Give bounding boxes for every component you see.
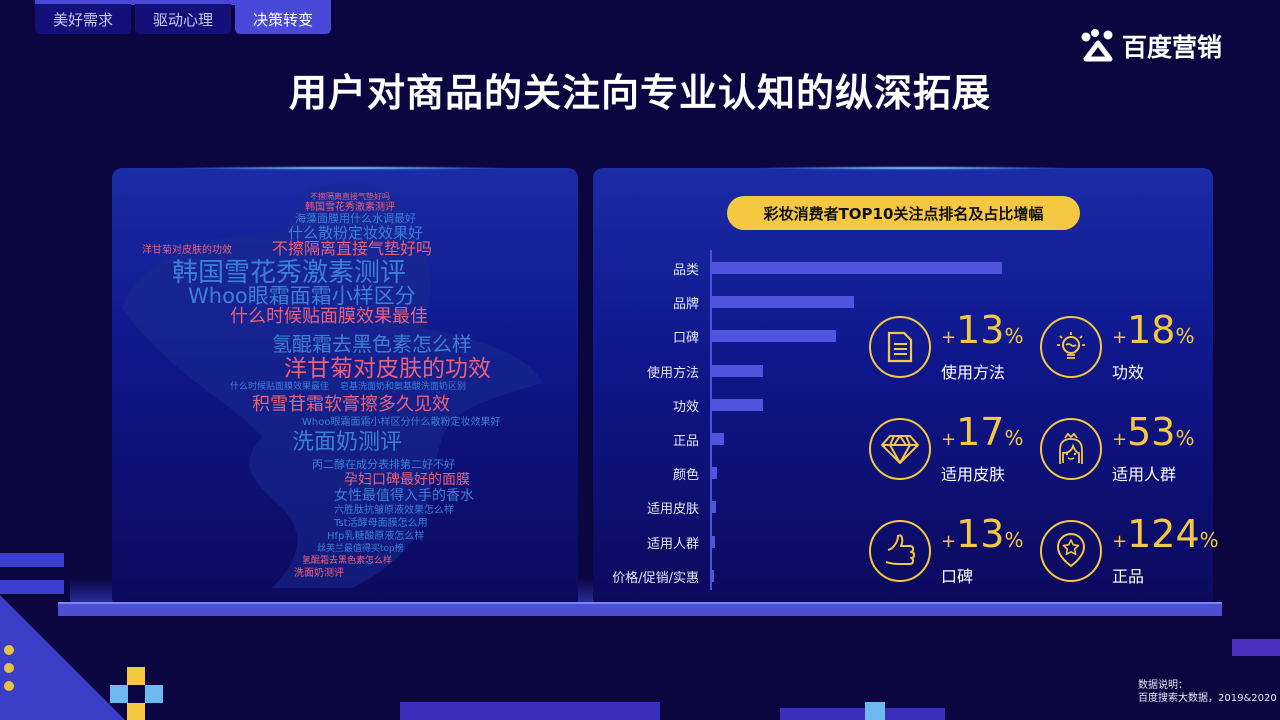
- bar-label: 适用人群: [646, 536, 699, 552]
- wordcloud-term: 不擦隔离直接气垫好吗: [272, 239, 433, 258]
- wordcloud-panel: 不擦隔离直接气垫好吗 韩国雪花秀激素测评 海藻面膜用什么水调最好 什么散粉定妆效果好不…: [112, 166, 578, 608]
- wordcloud-term: 丝芙兰最值得买top榜: [317, 544, 404, 554]
- baidu-paw-icon: [1081, 29, 1113, 62]
- deco-triangle: [0, 595, 125, 720]
- data-source-note: 数据说明： 百度搜索大数据，2019&2020: [1138, 679, 1277, 705]
- note-source: 百度搜索大数据，2019&2020: [1138, 693, 1277, 704]
- wordcloud-term: 洗面奶测评: [294, 568, 344, 579]
- wordcloud-term: 洗面奶测评: [292, 430, 403, 455]
- bar-适用皮肤: [711, 501, 716, 514]
- bar-label: 品牌: [672, 297, 699, 313]
- bar-label: 使用方法: [646, 365, 699, 381]
- girl-face-icon: [1040, 418, 1102, 480]
- bar-品类: [711, 262, 1002, 274]
- wordcloud-term: 皂基洗面奶和氨基酸洗面奶区别: [340, 382, 467, 392]
- stat-label: 口碑: [941, 567, 974, 586]
- logo-text: 百度营销: [1122, 33, 1223, 62]
- bar-label: 价格/促销/实惠: [612, 570, 699, 586]
- wordcloud-term: 韩国雪花秀激素测评: [305, 202, 395, 213]
- bar-品牌: [711, 296, 854, 309]
- tab-beautiful-needs[interactable]: 美好需求: [35, 4, 131, 34]
- lightbulb-icon: [1040, 316, 1102, 378]
- bar-价格/促销/实惠: [711, 569, 714, 582]
- deco-square: [127, 667, 145, 685]
- deco-square: [865, 702, 885, 720]
- bar-label: 口碑: [672, 331, 699, 347]
- bar-使用方法: [711, 364, 764, 377]
- tab-driving-psychology[interactable]: 驱动心理: [135, 4, 231, 34]
- stat-label: 使用方法: [941, 363, 1006, 382]
- deco-square: [110, 685, 128, 703]
- deco-square: [145, 685, 163, 703]
- wordcloud-term: Hfp乳糖酸原液怎么样: [327, 531, 425, 542]
- stage-platform: [58, 602, 1222, 616]
- bar-label: 正品: [672, 434, 699, 449]
- bar-label: 颜色: [672, 468, 699, 484]
- bar-正品: [711, 433, 725, 445]
- thumbs-up-icon: [869, 520, 931, 582]
- star-badge-icon: [1040, 520, 1102, 582]
- deco-stripe: [0, 553, 64, 567]
- stat-authentic: +124% 正品: [1040, 515, 1219, 587]
- document-icon: [869, 316, 931, 378]
- stat-efficacy: +18% 功效: [1040, 311, 1194, 383]
- wordcloud-term: 什么时候贴面膜效果最佳: [230, 382, 330, 392]
- wordcloud-term: 韩国雪花秀激素测评: [172, 258, 407, 288]
- wordcloud-term: 不擦隔离直接气垫好吗: [310, 192, 390, 201]
- deco-square: [127, 703, 145, 720]
- wordcloud-term: 孕妇口碑最好的面膜: [344, 472, 470, 488]
- stat-reputation: +13% 口碑: [869, 515, 1023, 587]
- chart-panel: 彩妆消费者TOP10关注点排名及占比增幅 品类 品牌 口碑 使用方法 功效 正品 颜色 适用皮…: [593, 166, 1219, 608]
- bar-颜色: [711, 467, 717, 480]
- baidu-marketing-logo: 百度营销: [1080, 28, 1222, 64]
- wordcloud-term: 积雪苷霜软膏擦多久见效: [252, 394, 450, 415]
- deco-bar: [400, 702, 660, 720]
- chart-axis: [710, 250, 712, 590]
- bar-label: 品类: [672, 263, 699, 278]
- wordcloud-term: 氢醌霜去黑色素怎么样: [302, 556, 393, 566]
- bar-口碑: [711, 330, 837, 343]
- chart-title: 彩妆消费者TOP10关注点排名及占比增幅: [727, 196, 1080, 230]
- deco-stripe: [0, 580, 64, 594]
- stat-label: 适用皮肤: [941, 465, 1006, 484]
- wordcloud-term: 洋甘菊对皮肤的功效: [284, 356, 491, 382]
- wordcloud-term: Whoo眼霜面霜小样区分: [188, 284, 416, 308]
- bar-功效: [711, 398, 764, 411]
- note-heading: 数据说明：: [1138, 680, 1188, 691]
- bar-label: 适用皮肤: [646, 502, 699, 518]
- wordcloud-term: 海藻面膜用什么水调最好: [295, 212, 416, 225]
- tab-decision-change[interactable]: 决策转变: [235, 4, 331, 34]
- stat-skin: +17% 适用皮肤: [869, 413, 1023, 485]
- stat-value: +13%: [941, 308, 1024, 352]
- wordcloud-term: 什么散粉定妆效果好: [288, 224, 424, 242]
- stat-label: 正品: [1112, 567, 1145, 586]
- deco-bar: [780, 708, 945, 720]
- wordcloud-term: 什么时候贴面膜效果最佳: [230, 306, 428, 327]
- tab-bar-line: [35, 0, 331, 5]
- diamond-icon: [869, 418, 931, 480]
- wordcloud-term: Tst活酵母面膜怎么用: [334, 518, 428, 529]
- page-title: 用户对商品的关注向专业认知的纵深拓展: [288, 71, 991, 115]
- wordcloud-term: 氢醌霜去黑色素怎么样: [272, 332, 472, 356]
- wordcloud-term: Whoo眼霜面霜小样区分什么散粉定妆效果好: [302, 417, 501, 428]
- stat-audience: +53% 适用人群: [1040, 413, 1194, 485]
- bar-label: 功效: [672, 399, 699, 415]
- stat-label: 功效: [1112, 363, 1145, 382]
- stat-usage: +13% 使用方法: [869, 311, 1023, 383]
- wordcloud-term: 丙二醇在成分表排第二好不好: [312, 458, 455, 471]
- wordcloud-term: 六胜肽抗皱原液效果怎么样: [334, 505, 454, 516]
- bar-适用人群: [711, 535, 716, 548]
- wordcloud-silhouette: [122, 182, 542, 588]
- deco-bar: [1232, 639, 1280, 656]
- wordcloud-term: 洋甘菊对皮肤的功效: [142, 245, 232, 256]
- wordcloud-term: 女性最值得入手的香水: [334, 488, 474, 504]
- stat-label: 适用人群: [1112, 465, 1177, 484]
